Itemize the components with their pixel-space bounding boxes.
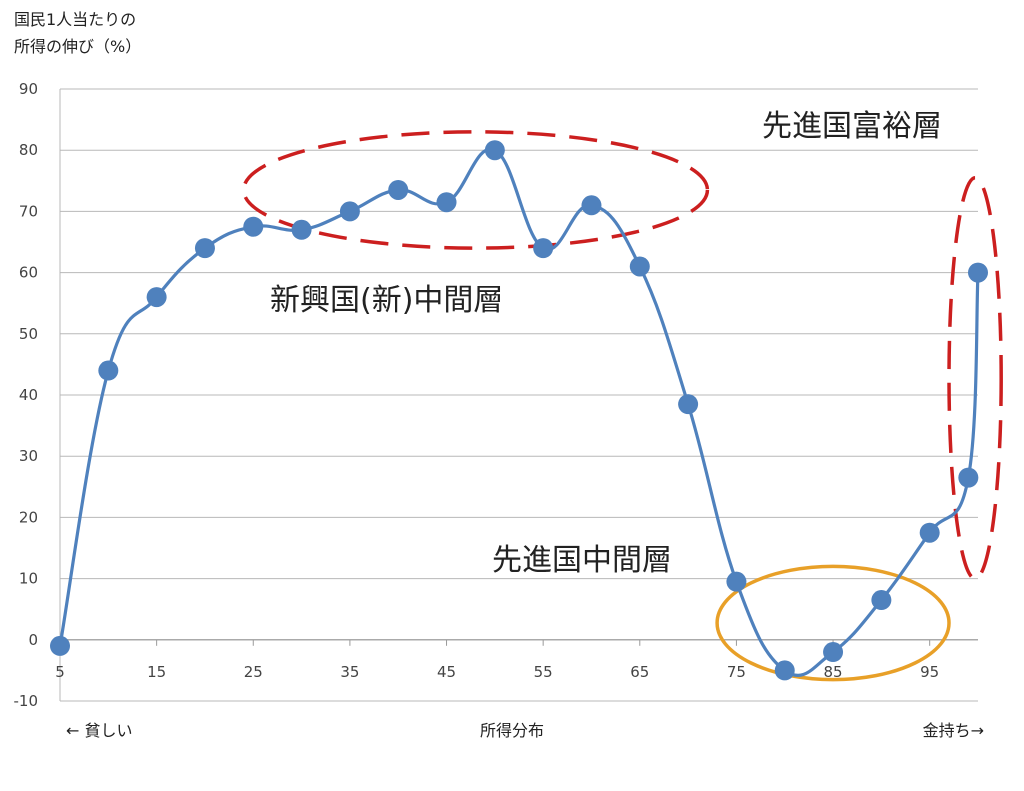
data-point	[919, 522, 940, 543]
y-tick-label: 10	[19, 570, 38, 588]
annotation-emerging-middle: 新興国(新)中間層	[270, 283, 503, 318]
x-tick-label: 75	[727, 663, 746, 681]
series-line	[58, 147, 980, 677]
y-tick-label: 30	[19, 447, 38, 465]
annotation-advanced-middle: 先進国中間層	[492, 543, 672, 578]
grid-lines	[59, 88, 978, 702]
y-tick-label: 60	[19, 264, 38, 282]
data-point	[146, 287, 167, 308]
y-tick-label: 80	[19, 141, 38, 159]
data-point	[774, 660, 795, 681]
x-axis-label: 所得分布	[480, 721, 544, 740]
advanced-rich-ellipse	[947, 175, 1003, 581]
data-point	[823, 642, 844, 663]
x-tick-label: 45	[437, 663, 456, 681]
data-point	[484, 140, 505, 161]
y-tick-label: 90	[19, 80, 38, 98]
data-point	[958, 467, 979, 488]
highlight-ellipses	[241, 130, 1003, 682]
data-point	[678, 394, 699, 415]
x-tick-label: 15	[147, 663, 166, 681]
data-point	[98, 360, 119, 381]
data-point	[194, 238, 215, 259]
y-axis-label-line-2: 所得の伸び（%）	[14, 37, 141, 56]
x-tick-label: 95	[920, 663, 939, 681]
emerging-middle-ellipse	[241, 130, 710, 250]
x-axis-ticks: 5 15 25 35 45 55 65 75 85 95	[55, 639, 939, 681]
y-axis-label-line-1: 国民1人当たりの	[14, 10, 136, 29]
x-tick-label: 5	[55, 663, 65, 681]
advanced-middle-ellipse	[715, 564, 951, 682]
data-point	[968, 262, 988, 283]
data-point	[629, 256, 650, 277]
series-points	[50, 140, 988, 681]
y-tick-label: 40	[19, 386, 38, 404]
x-tick-label: 35	[340, 663, 359, 681]
data-point	[243, 216, 264, 237]
x-right-label: 金持ち→	[923, 721, 984, 740]
y-tick-label: 50	[19, 325, 38, 343]
data-point	[339, 201, 360, 222]
data-point	[726, 571, 747, 592]
data-point	[871, 590, 892, 611]
x-tick-label: 85	[824, 663, 843, 681]
x-tick-label: 55	[534, 663, 553, 681]
y-tick-label: -10	[14, 692, 39, 710]
x-tick-label: 25	[244, 663, 263, 681]
y-axis-ticks: -10 0 10 20 30 40 50 60 70 80 90	[14, 80, 39, 710]
x-tick-label: 65	[630, 663, 649, 681]
data-point	[581, 195, 602, 216]
data-point	[291, 219, 312, 240]
x-left-label: ← 貧しい	[66, 721, 133, 740]
annotation-advanced-rich: 先進国富裕層	[762, 109, 942, 144]
data-point	[388, 179, 409, 200]
y-tick-label: 0	[28, 631, 38, 649]
data-point	[436, 192, 457, 213]
data-point	[50, 635, 70, 656]
data-point	[533, 238, 554, 259]
y-tick-label: 70	[19, 202, 38, 220]
y-tick-label: 20	[19, 508, 38, 526]
